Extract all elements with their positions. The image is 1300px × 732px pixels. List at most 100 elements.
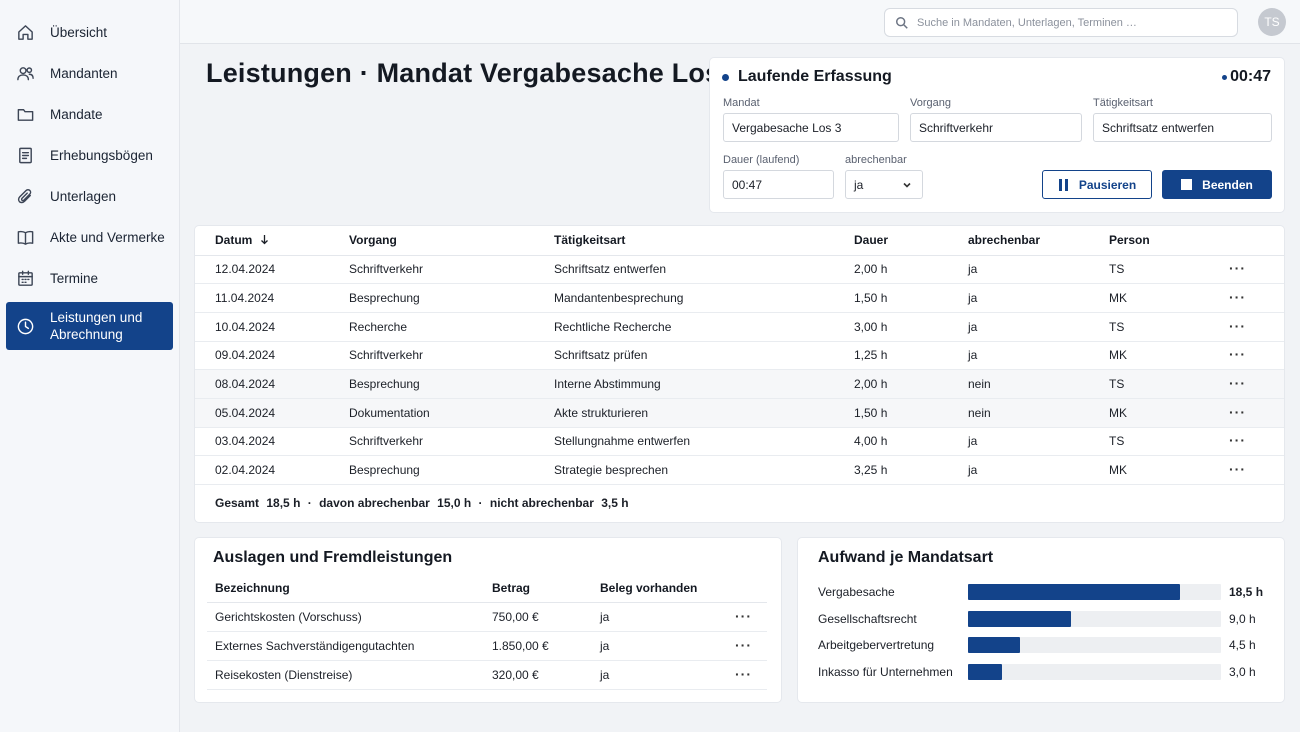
cell-betrag: 1.850,00 € xyxy=(492,631,600,661)
cell-dauer: 2,00 h xyxy=(854,255,968,285)
cell-vorgang: Besprechung xyxy=(349,369,554,399)
dauer-field[interactable]: 00:47 xyxy=(723,170,834,199)
more-options-icon[interactable]: ··· xyxy=(1229,375,1246,392)
summary-total-value: 18,5 h xyxy=(266,496,301,510)
cell-dauer: 4,00 h xyxy=(854,427,968,457)
sidebar-item-termine[interactable]: Termine xyxy=(6,258,173,298)
table-row[interactable]: 03.04.2024 Schriftverkehr Stellungnahme en… xyxy=(195,427,1284,457)
more-options-icon[interactable]: ··· xyxy=(1229,289,1246,306)
table-row[interactable]: 10.04.2024 Recherche Rechtliche Recherche 3… xyxy=(195,312,1284,342)
abrechenbar-select[interactable]: ja xyxy=(845,170,923,199)
search-box[interactable] xyxy=(884,8,1238,37)
col-bezeichnung[interactable]: Bezeichnung xyxy=(207,574,492,603)
search-input[interactable] xyxy=(917,16,1217,29)
col-beleg[interactable]: Beleg vorhanden xyxy=(600,574,735,603)
col-betrag[interactable]: Betrag xyxy=(492,574,600,603)
time-entries-card: Datum Vorgang Tätigkeitsart Dauer abrech… xyxy=(195,226,1284,522)
cell-taetigkeit: Mandantenbesprechung xyxy=(554,283,854,313)
sidebar-item-mandanten[interactable]: Mandanten xyxy=(6,53,173,93)
effort-bar-track xyxy=(968,610,1221,627)
pause-button[interactable]: Pausieren xyxy=(1042,170,1152,199)
effort-label: Inkasso für Unternehmen xyxy=(818,665,953,680)
sidebar-item-uebersicht[interactable]: Übersicht xyxy=(6,12,173,52)
more-options-icon[interactable]: ··· xyxy=(1229,432,1246,449)
summary-separator: · xyxy=(478,496,483,510)
more-options-icon[interactable]: ··· xyxy=(1229,346,1246,363)
cell-taetigkeit: Interne Abstimmung xyxy=(554,369,854,399)
avatar[interactable]: TS xyxy=(1258,8,1286,36)
effort-title: Aufwand je Mandatsart xyxy=(818,549,994,566)
effort-value: 3,0 h xyxy=(1229,665,1256,680)
more-options-icon[interactable]: ··· xyxy=(1229,317,1246,334)
summary-billable-label: davon abrechenbar xyxy=(319,496,430,510)
timer-value: 00:47 xyxy=(1230,68,1271,85)
effort-row: Vergabesache 18,5 h xyxy=(818,582,1268,602)
sort-arrow-down-icon[interactable] xyxy=(260,234,269,248)
cell-actions: ··· xyxy=(1229,455,1284,485)
stop-button[interactable]: Beenden xyxy=(1162,170,1272,199)
table-row[interactable]: 12.04.2024 Schriftverkehr Schriftsatz entw… xyxy=(195,255,1284,285)
table-row[interactable]: 08.04.2024 Besprechung Interne Abstimmung 2… xyxy=(195,369,1284,399)
col-taetigkeit[interactable]: Tätigkeitsart xyxy=(554,226,854,256)
cell-person: MK xyxy=(1109,341,1229,371)
cell-datum: 09.04.2024 xyxy=(195,341,349,371)
expenses-card: Auslagen und Fremdleistungen Bezeichnung… xyxy=(195,538,781,702)
sidebar-item-label: Unterlagen xyxy=(50,188,117,204)
cell-dauer: 1,25 h xyxy=(854,341,968,371)
sidebar-item-mandate[interactable]: Mandate xyxy=(6,94,173,134)
more-options-icon[interactable]: ··· xyxy=(1229,260,1246,277)
col-abrechenbar[interactable]: abrechenbar xyxy=(968,226,1109,256)
taetigkeit-field[interactable]: Schriftsatz entwerfen xyxy=(1093,113,1272,142)
table-row[interactable]: Externes Sachverständigengutachten 1.850,… xyxy=(207,631,767,661)
effort-bar-track xyxy=(968,637,1221,654)
table-row[interactable]: 11.04.2024 Besprechung Mandantenbesprechun… xyxy=(195,283,1284,313)
cell-actions: ··· xyxy=(1229,398,1284,428)
sidebar-item-label: Akte und Vermerke xyxy=(50,229,165,245)
col-dauer[interactable]: Dauer xyxy=(854,226,968,256)
table-row[interactable]: 02.04.2024 Besprechung Strategie bespreche… xyxy=(195,455,1284,485)
col-person[interactable]: Person xyxy=(1109,226,1229,256)
table-row[interactable]: 09.04.2024 Schriftverkehr Schriftsatz prüf… xyxy=(195,341,1284,371)
sidebar-item-unterlagen[interactable]: Unterlagen xyxy=(6,176,173,216)
effort-value: 9,0 h xyxy=(1229,611,1256,626)
more-options-icon[interactable]: ··· xyxy=(735,636,752,653)
cell-actions: ··· xyxy=(735,631,767,661)
cell-person: TS xyxy=(1109,255,1229,285)
pause-button-label: Pausieren xyxy=(1078,177,1137,192)
effort-value: 18,5 h xyxy=(1229,585,1264,599)
summary-nonbillable-value: 3,5 h xyxy=(601,496,629,510)
recording-dot-icon xyxy=(722,73,729,81)
table-row[interactable]: Gerichtskosten (Vorschuss) 750,00 € ja ··· xyxy=(207,602,767,632)
sidebar-item-leistungen[interactable]: Leistungen und Abrechnung xyxy=(6,302,173,350)
mandat-label: Mandat xyxy=(723,97,760,109)
cell-abrechenbar: nein xyxy=(968,398,1109,428)
cell-datum: 05.04.2024 xyxy=(195,398,349,428)
cell-dauer: 1,50 h xyxy=(854,283,968,313)
col-vorgang[interactable]: Vorgang xyxy=(349,226,554,256)
clock-icon xyxy=(15,316,35,336)
cell-dauer: 2,00 h xyxy=(854,369,968,399)
table-header-row: Datum Vorgang Tätigkeitsart Dauer abrech… xyxy=(195,226,1284,256)
cell-person: TS xyxy=(1109,427,1229,457)
cell-datum: 03.04.2024 xyxy=(195,427,349,457)
col-actions xyxy=(735,574,767,603)
more-options-icon[interactable]: ··· xyxy=(1229,403,1246,420)
table-row[interactable]: Reisekosten (Dienstreise) 320,00 € ja ··· xyxy=(207,660,767,690)
more-options-icon[interactable]: ··· xyxy=(1229,461,1246,478)
table-row[interactable]: 05.04.2024 Dokumentation Akte strukturiere… xyxy=(195,398,1284,428)
more-options-icon[interactable]: ··· xyxy=(735,607,752,624)
more-options-icon[interactable]: ··· xyxy=(735,665,752,682)
vorgang-field[interactable]: Schriftverkehr xyxy=(910,113,1082,142)
topbar: TS xyxy=(180,0,1300,44)
col-datum[interactable]: Datum xyxy=(195,226,349,256)
cell-person: TS xyxy=(1109,312,1229,342)
mandat-field[interactable]: Vergabesache Los 3 xyxy=(723,113,899,142)
form-icon xyxy=(15,145,35,165)
cell-abrechenbar: nein xyxy=(968,369,1109,399)
sidebar-item-akte[interactable]: Akte und Vermerke xyxy=(6,217,173,257)
sidebar-item-label: Erhebungsbögen xyxy=(50,147,153,163)
sidebar-item-erhebungsboegen[interactable]: Erhebungsbögen xyxy=(6,135,173,175)
effort-bar xyxy=(968,610,1072,627)
cell-taetigkeit: Akte strukturieren xyxy=(554,398,854,428)
col-actions xyxy=(1229,226,1284,256)
